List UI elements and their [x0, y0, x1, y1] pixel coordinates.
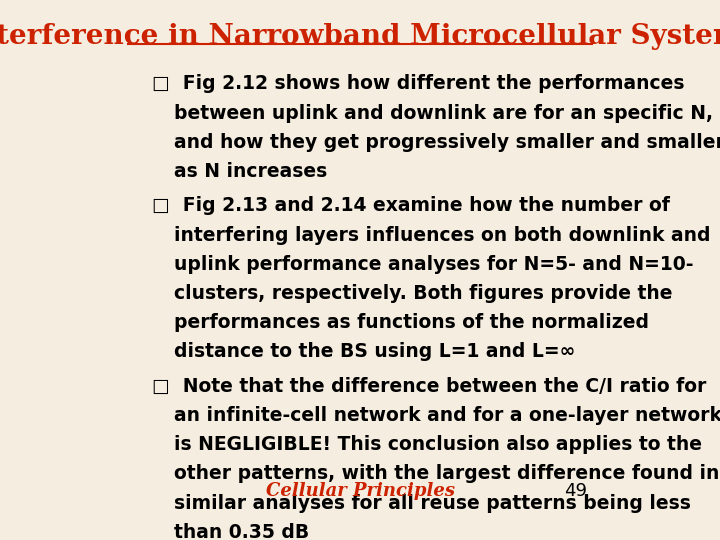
- Text: 49: 49: [564, 482, 587, 500]
- Text: Interference in Narrowband Microcellular Systems: Interference in Narrowband Microcellular…: [0, 23, 720, 50]
- Text: □  Note that the difference between the C/I ratio for: □ Note that the difference between the C…: [152, 377, 706, 396]
- Text: between uplink and downlink are for an specific N,: between uplink and downlink are for an s…: [174, 104, 713, 123]
- Text: and how they get progressively smaller and smaller: and how they get progressively smaller a…: [174, 133, 720, 152]
- Text: uplink performance analyses for N=5- and N=10-: uplink performance analyses for N=5- and…: [174, 255, 693, 274]
- Text: Cellular Principles: Cellular Principles: [266, 482, 454, 500]
- Text: is NEGLIGIBLE! This conclusion also applies to the: is NEGLIGIBLE! This conclusion also appl…: [174, 435, 702, 454]
- Text: performances as functions of the normalized: performances as functions of the normali…: [174, 313, 649, 332]
- Text: similar analyses for all reuse patterns being less: similar analyses for all reuse patterns …: [174, 494, 691, 512]
- Text: interfering layers influences on both downlink and: interfering layers influences on both do…: [174, 226, 711, 245]
- Text: □  Fig 2.12 shows how different the performances: □ Fig 2.12 shows how different the perfo…: [152, 75, 685, 93]
- Text: than 0.35 dB: than 0.35 dB: [174, 523, 310, 540]
- Text: an infinite-cell network and for a one-layer network: an infinite-cell network and for a one-l…: [174, 406, 720, 425]
- Text: □  Fig 2.13 and 2.14 examine how the number of: □ Fig 2.13 and 2.14 examine how the numb…: [152, 197, 670, 215]
- Text: as N increases: as N increases: [174, 162, 328, 181]
- Text: other patterns, with the largest difference found in: other patterns, with the largest differe…: [174, 464, 719, 483]
- Text: distance to the BS using L=1 and L=∞: distance to the BS using L=1 and L=∞: [174, 342, 575, 361]
- Text: clusters, respectively. Both figures provide the: clusters, respectively. Both figures pro…: [174, 284, 672, 303]
